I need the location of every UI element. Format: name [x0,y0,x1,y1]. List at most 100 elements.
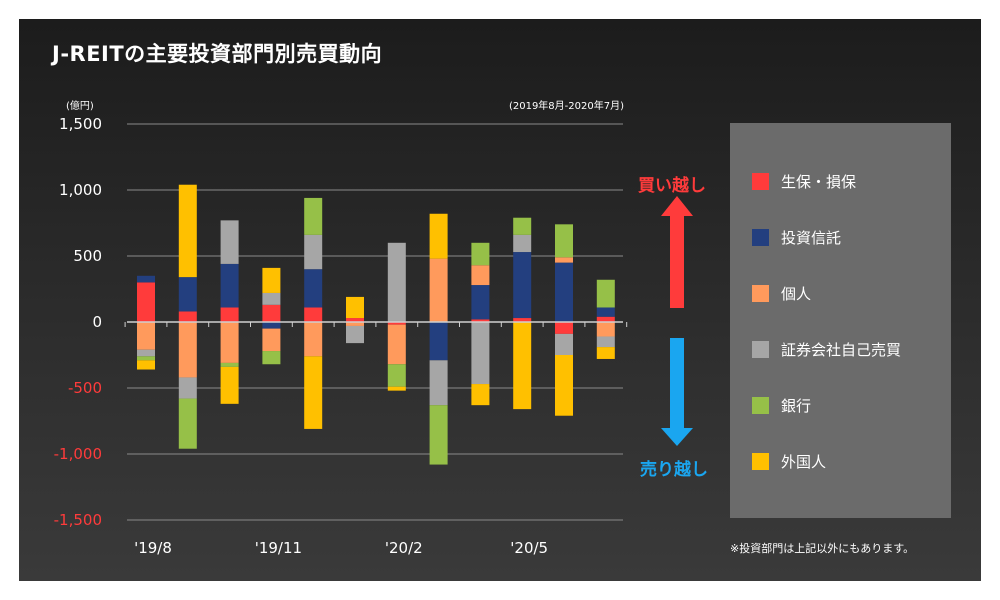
bar-segment [471,265,490,286]
bar-segment [178,311,197,322]
bar-segment [137,322,155,350]
bar-segment [387,242,406,322]
bar-segment [555,224,573,258]
direction-arrows [661,196,693,446]
x-axis [124,321,628,327]
bar-segment [555,355,573,416]
bar-segment [429,258,448,322]
legend-item: 銀行 [752,395,811,415]
bar-segment [346,325,364,344]
y-tick-label: -500 [68,379,102,397]
bar-segment [304,234,323,270]
y-tick-labels: 1,500 1,000 500 0 -500 -1,000 -1,500 [54,115,102,529]
bar-segment [429,213,448,259]
bar-segment [387,364,406,387]
chart-period: (2019年8月-2020年7月) [508,101,624,112]
bar-segment [304,356,323,429]
bar-segment [220,322,239,363]
bar-segment [429,322,448,361]
y-tick-label: -1,500 [54,511,102,529]
legend-swatch [752,396,769,414]
bar-segment [346,322,364,326]
buy-label: 買い越し [638,176,706,196]
chart-title: J-REITの主要投資部門別売買動向 [52,42,383,66]
y-tick-label: 500 [73,247,102,265]
bar-segment [346,296,364,319]
bar-segment [220,307,239,322]
legend-swatch [752,172,769,190]
bar-segment [304,197,323,235]
buy-arrow-shaft [670,214,684,308]
bar-segment [137,360,155,370]
bar-segment [346,318,364,322]
legend-swatch [752,228,769,246]
bar-segment [471,285,490,320]
legend-label: 銀行 [781,396,812,415]
legend-swatch [752,452,769,470]
legend-label: 個人 [781,284,812,303]
x-tick-label: '19/8 [134,539,172,557]
bar-segment [596,347,615,359]
bar-segment [513,322,532,410]
bar-segment [220,263,239,308]
bar-segment [513,318,532,322]
bar-segment [178,277,197,312]
bar-segment [596,322,615,337]
bar-segment [137,356,155,361]
bar-segment [513,252,532,319]
legend-label: 外国人 [781,452,827,471]
y-tick-label: 1,000 [59,181,102,199]
legend: 生保・損保投資信託個人証券会社自己売買 銀行外国人 [730,123,951,518]
bar-segment [596,307,615,317]
bar-segment [513,217,532,235]
x-tick-label: '20/5 [510,539,548,557]
bar-segment [262,322,281,329]
bar-segment [596,336,615,348]
y-tick-label: 0 [92,313,102,331]
bar-segment [262,351,281,365]
bar-segment [220,366,239,404]
bar-segment [220,362,239,367]
legend-item: 外国人 [752,451,826,471]
bar-segment [262,328,281,352]
sell-arrow-head [661,428,693,446]
y-axis-unit: (億円) [66,101,94,112]
bar-segment [596,316,615,322]
bar-segment [387,324,406,365]
bar-segment [555,262,573,322]
bar-segment [304,307,323,322]
bar-segment [304,322,323,357]
legend-swatch [752,340,769,358]
bar-segment [387,386,406,391]
bar-segment [513,234,532,253]
legend-item: 生保・損保 [752,171,856,191]
bar-segment [555,333,573,355]
legend-label: 生保・損保 [781,172,857,191]
bar-marks [137,184,615,465]
bar-segment [304,269,323,308]
y-tick-label: 1,500 [59,115,102,133]
grid-lines [127,123,623,521]
bar-segment [429,405,448,465]
legend-item: 投資信託 [752,227,841,247]
buy-arrow-head [661,196,693,216]
bar-segment [178,184,197,278]
bar-segment [220,220,239,264]
y-tick-label: -1,000 [54,445,102,463]
bar-segment [178,377,197,399]
bar-segment [555,322,573,334]
x-tick-label: '20/2 [385,539,423,557]
sell-arrow-shaft [670,338,684,430]
x-tick-labels: '19/8 '19/11 '20/2 '20/5 [134,539,548,557]
legend-item: 個人 [752,283,811,303]
bar-segment [137,275,155,283]
bar-segment [471,242,490,266]
legend-label: 証券会社自己売買 [781,340,902,359]
bar-segment [137,349,155,357]
bar-segment [137,282,155,322]
x-tick-label: '19/11 [255,539,302,557]
legend-label: 投資信託 [781,228,842,247]
bar-segment [471,384,490,406]
sell-label: 売り越し [640,460,708,480]
